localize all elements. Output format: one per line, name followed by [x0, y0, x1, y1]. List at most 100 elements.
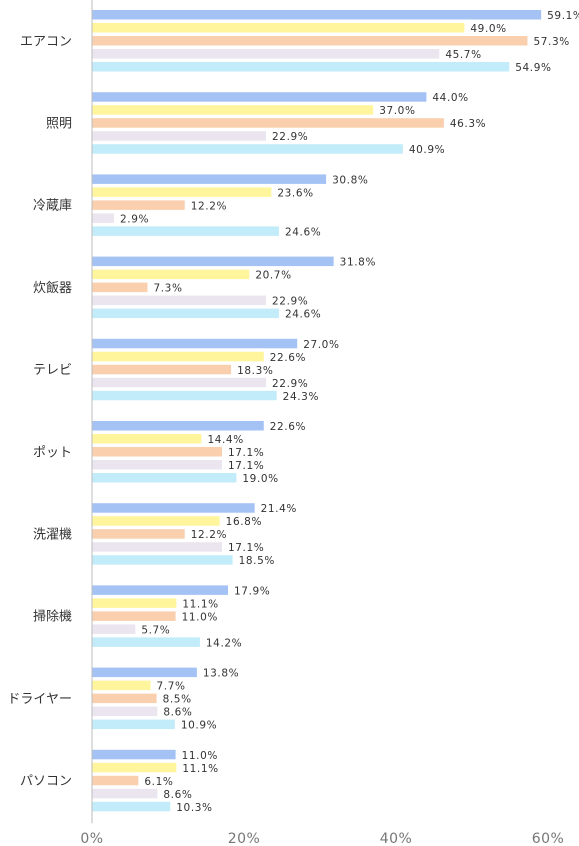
- bar-1-2: [92, 23, 465, 33]
- bar-10-5: [92, 801, 171, 812]
- category-label-8: 掃除機: [33, 609, 72, 625]
- bars-layer: [92, 10, 542, 812]
- bar-4-3: [92, 282, 148, 293]
- bar-10-3: [92, 775, 139, 786]
- category-label-4: 炊飯器: [33, 281, 72, 296]
- bar-4-4: [92, 295, 267, 306]
- x-tick-label-1: 0%: [80, 831, 103, 846]
- bar-1-4: [92, 49, 440, 59]
- bar-1-5: [92, 62, 510, 72]
- value-label-1-5: 54.9%: [515, 62, 551, 74]
- value-label-9-5: 10.9%: [181, 720, 217, 732]
- value-label-6-5: 19.0%: [242, 473, 278, 485]
- bar-8-4: [92, 624, 136, 634]
- bar-6-3: [92, 447, 222, 457]
- bar-8-1: [92, 585, 229, 595]
- bar-2-3: [92, 118, 444, 128]
- value-label-5-4: 22.9%: [272, 378, 308, 390]
- bar-8-3: [92, 611, 176, 621]
- bar-10-2: [92, 762, 177, 773]
- value-label-5-5: 24.3%: [283, 391, 319, 403]
- bar-6-1: [92, 421, 264, 431]
- value-label-2-5: 40.9%: [409, 144, 445, 156]
- value-label-1-3: 57.3%: [533, 36, 569, 48]
- bar-9-1: [92, 667, 197, 678]
- value-label-3-3: 12.2%: [191, 200, 227, 212]
- value-label-6-2: 14.4%: [207, 434, 243, 446]
- value-label-3-2: 23.6%: [277, 187, 313, 199]
- bar-2-2: [92, 105, 374, 115]
- bar-10-4: [92, 788, 158, 799]
- bar-7-5: [92, 555, 233, 565]
- bar-1-1: [92, 10, 542, 20]
- value-label-4-4: 22.9%: [272, 296, 308, 308]
- x-axis-ticks: 0% 20% 40% 60%: [80, 831, 565, 846]
- bar-9-5: [92, 719, 175, 730]
- bar-9-3: [92, 693, 157, 704]
- bar-8-5: [92, 637, 200, 647]
- value-label-7-2: 16.8%: [226, 516, 262, 528]
- value-label-10-4: 8.6%: [163, 789, 192, 801]
- value-label-3-5: 24.6%: [285, 226, 321, 238]
- value-label-6-4: 17.1%: [228, 460, 264, 472]
- bar-7-2: [92, 516, 220, 526]
- x-tick-label-4: 60%: [532, 831, 565, 846]
- bar-3-5: [92, 226, 279, 236]
- category-label-1: エアコン: [20, 34, 72, 49]
- bar-10-1: [92, 749, 176, 760]
- value-label-9-2: 7.7%: [157, 681, 186, 693]
- value-label-6-3: 17.1%: [228, 447, 264, 459]
- bar-2-4: [92, 131, 267, 141]
- bar-5-4: [92, 377, 267, 388]
- bar-7-4: [92, 542, 222, 552]
- value-label-7-3: 12.2%: [191, 529, 227, 541]
- bar-9-2: [92, 680, 151, 691]
- value-label-8-1: 17.9%: [234, 585, 270, 597]
- value-label-1-2: 49.0%: [470, 23, 506, 35]
- bar-5-2: [92, 351, 264, 362]
- value-label-9-1: 13.8%: [203, 668, 239, 680]
- category-label-5: テレビ: [33, 363, 72, 378]
- category-label-6: ポット: [33, 445, 72, 460]
- value-label-2-2: 37.0%: [379, 105, 415, 117]
- x-tick-label-3: 40%: [380, 831, 413, 846]
- bar-5-5: [92, 390, 277, 401]
- value-label-10-1: 11.0%: [182, 750, 218, 762]
- value-label-4-2: 20.7%: [255, 270, 291, 282]
- bar-7-1: [92, 503, 255, 513]
- value-label-1-4: 45.7%: [445, 49, 481, 61]
- value-label-8-4: 5.7%: [141, 624, 170, 636]
- category-label-9: ドライヤー: [7, 692, 72, 707]
- bar-5-1: [92, 338, 298, 349]
- value-label-6-1: 22.6%: [270, 421, 306, 433]
- value-label-5-1: 27.0%: [303, 339, 339, 351]
- bar-2-5: [92, 144, 403, 154]
- value-label-9-4: 8.6%: [163, 707, 192, 719]
- value-label-2-1: 44.0%: [432, 92, 468, 104]
- value-label-2-3: 46.3%: [450, 118, 486, 130]
- value-label-10-3: 6.1%: [144, 776, 173, 788]
- value-label-3-1: 30.8%: [332, 174, 368, 186]
- bar-5-3: [92, 364, 232, 375]
- bar-3-3: [92, 200, 185, 210]
- value-label-8-3: 11.0%: [182, 611, 218, 623]
- bar-6-5: [92, 473, 237, 483]
- value-label-5-3: 18.3%: [237, 365, 273, 377]
- bar-8-2: [92, 598, 177, 608]
- bar-3-4: [92, 213, 115, 223]
- value-label-3-4: 2.9%: [120, 213, 149, 225]
- category-label-7: 洗濯機: [33, 527, 72, 542]
- value-label-7-4: 17.1%: [228, 542, 264, 554]
- bar-4-1: [92, 256, 334, 267]
- bar-2-1: [92, 92, 427, 102]
- bar-9-4: [92, 706, 158, 717]
- bar-1-3: [92, 36, 528, 46]
- value-label-8-5: 14.2%: [206, 637, 242, 649]
- category-label-10: パソコン: [20, 774, 72, 789]
- value-label-4-3: 7.3%: [153, 283, 182, 295]
- bar-6-2: [92, 434, 202, 444]
- value-label-10-2: 11.1%: [182, 763, 218, 775]
- bar-4-2: [92, 269, 250, 280]
- bar-3-1: [92, 174, 327, 184]
